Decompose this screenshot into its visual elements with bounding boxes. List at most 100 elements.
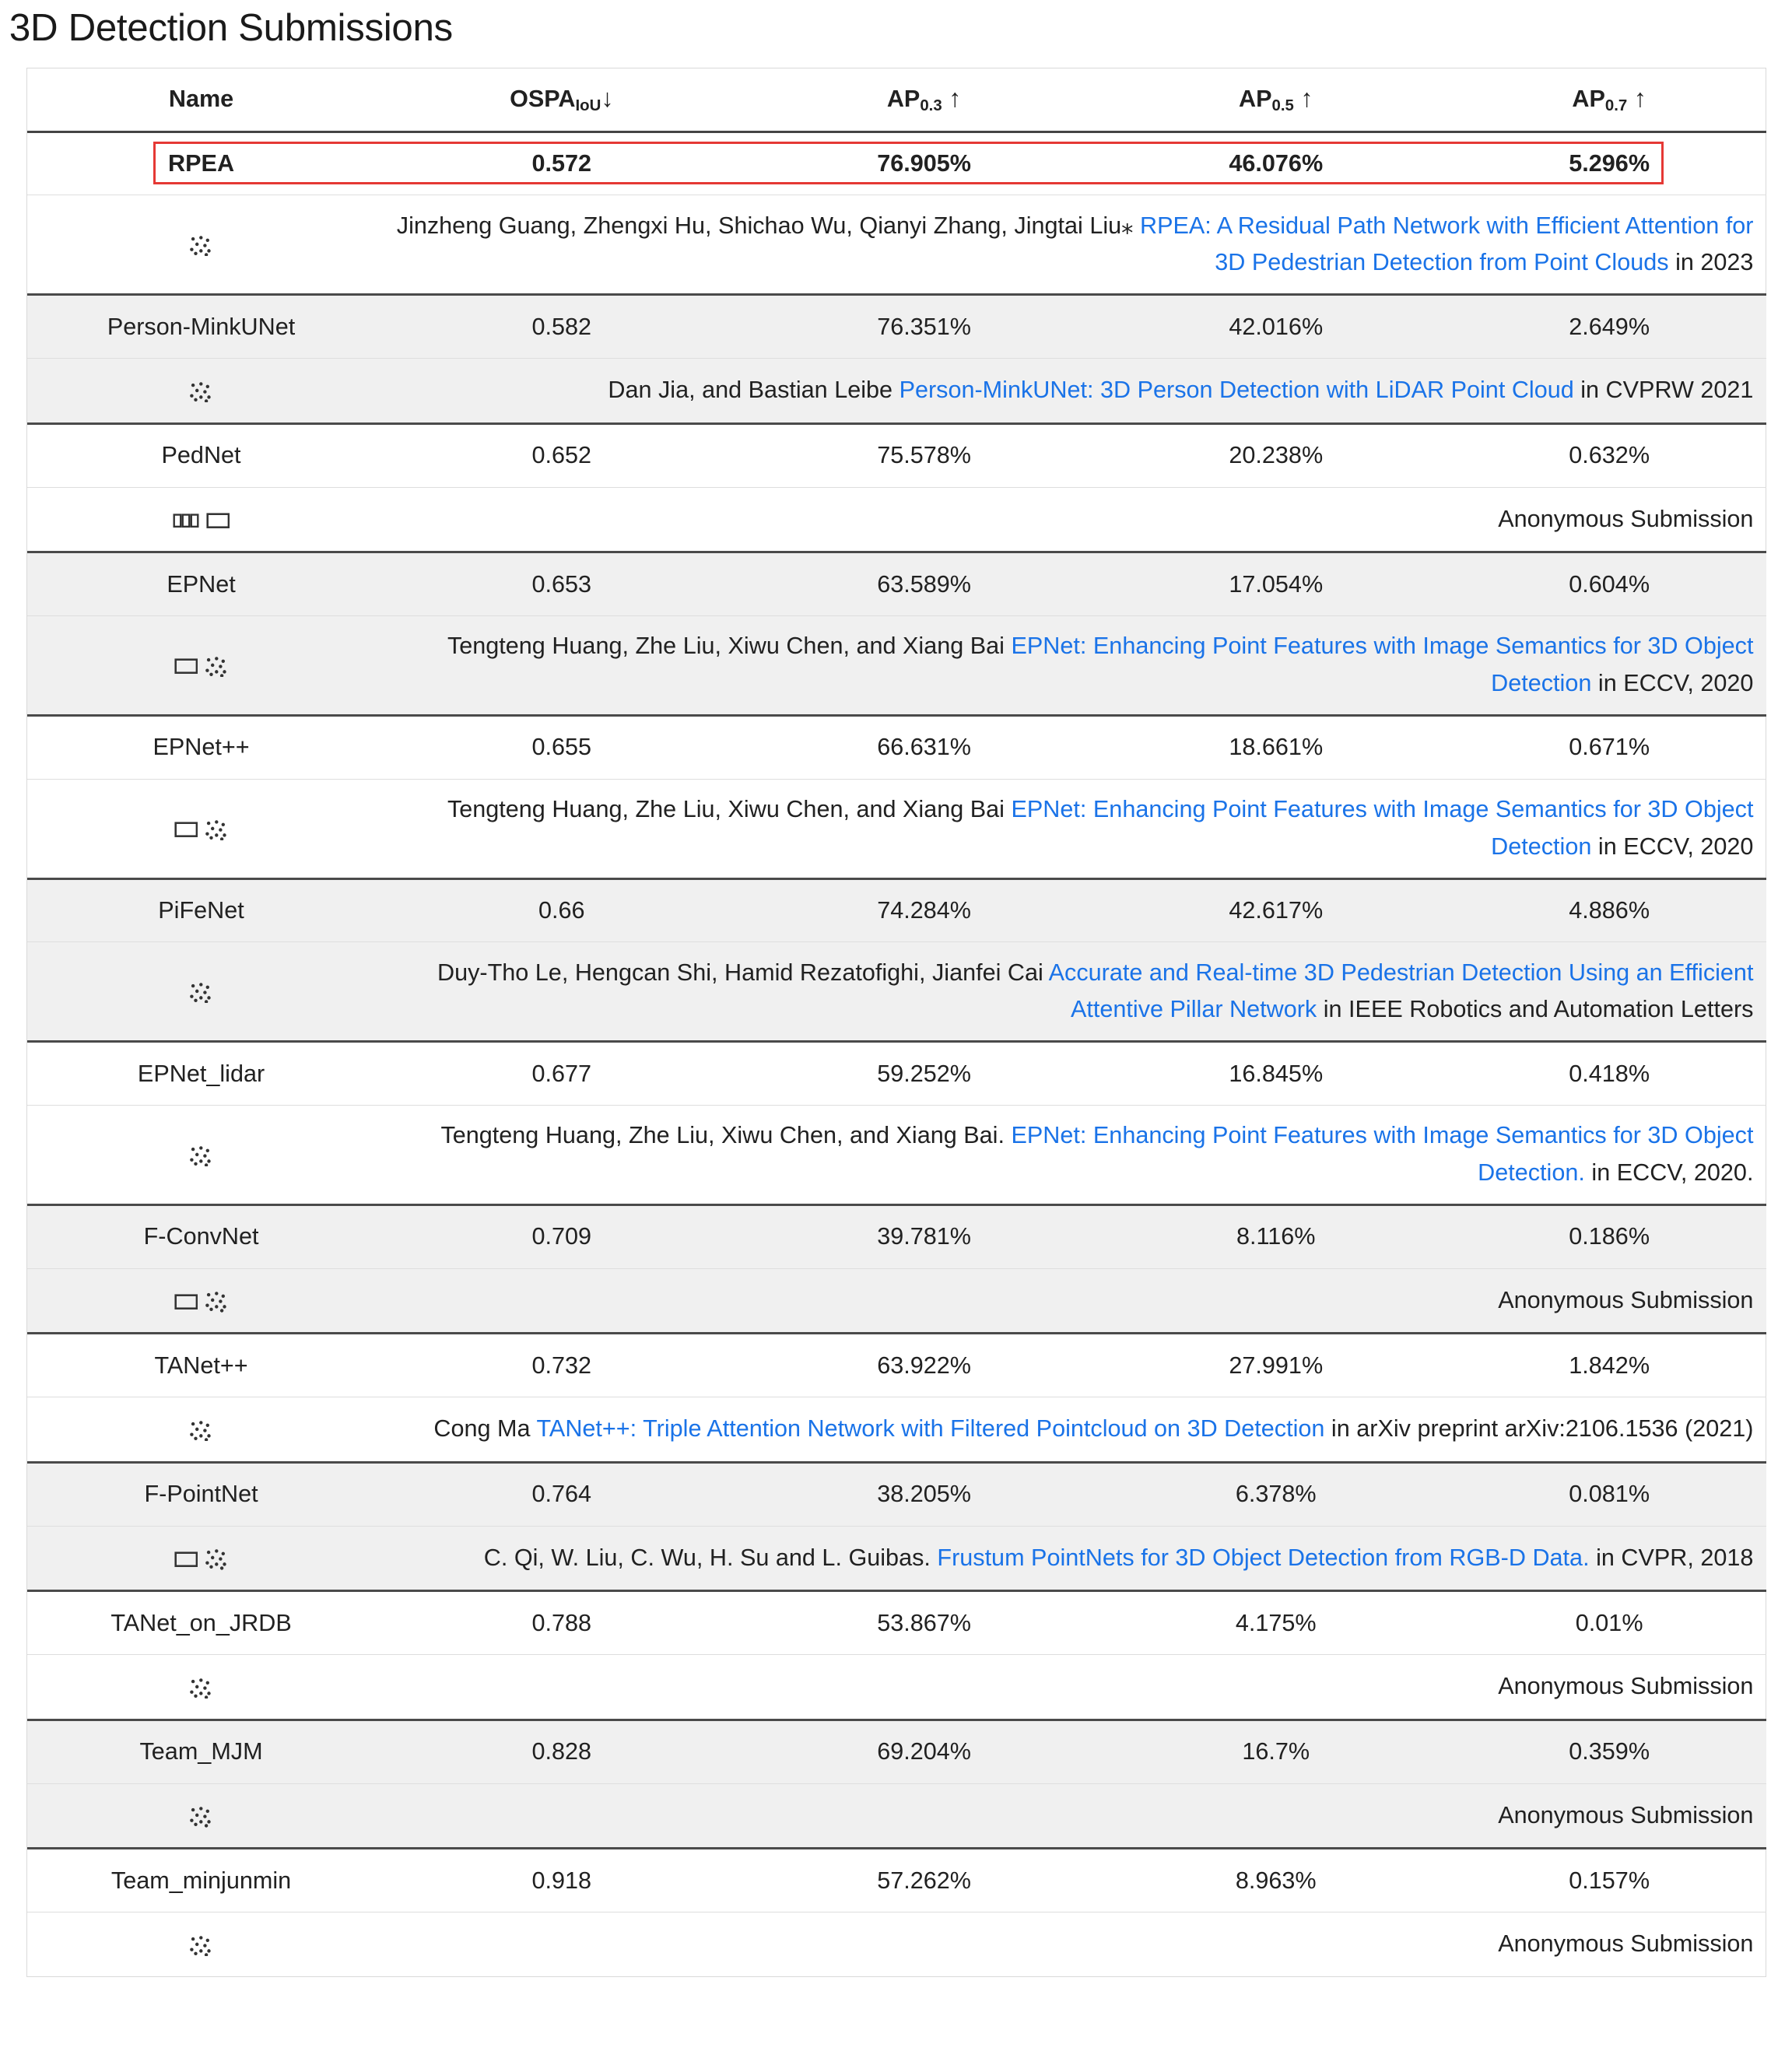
citation-row: Anonymous Submission bbox=[27, 1267, 1767, 1334]
modality-icons bbox=[189, 1678, 213, 1699]
submission-group: Person-MinkUNet 0.582 76.351% 42.016% 2.649%… bbox=[27, 293, 1767, 424]
citation-cell: Tengteng Huang, Zhe Liu, Xiwu Chen, and … bbox=[375, 1105, 1767, 1205]
metric-cell-ap03: 69.204% bbox=[748, 1718, 1100, 1784]
citation-row: Anonymous Submission bbox=[27, 486, 1767, 552]
modality-cell bbox=[27, 1105, 376, 1205]
modality-cell bbox=[27, 615, 376, 716]
citation-cell: Duy-Tho Le, Hengcan Shi, Hamid Rezatofig… bbox=[375, 941, 1767, 1042]
table-row[interactable]: PiFeNet 0.66 74.284% 42.617% 4.886% bbox=[27, 877, 1767, 942]
table-row[interactable]: EPNet_lidar 0.677 59.252% 16.845% 0.418% bbox=[27, 1040, 1767, 1106]
modality-cell bbox=[27, 1525, 376, 1591]
metric-cell-ap05: 46.076% bbox=[1229, 150, 1324, 177]
column-header-name[interactable]: Name bbox=[27, 68, 376, 133]
sort-arrow-icon: ↑ bbox=[949, 83, 962, 112]
table-row[interactable]: Team_minjunmin 0.918 57.262% 8.963% 0.157% bbox=[27, 1847, 1767, 1912]
paper-link[interactable]: TANet++: Triple Attention Network with F… bbox=[536, 1415, 1325, 1443]
paper-link[interactable]: EPNet: Enhancing Point Features with Ima… bbox=[1011, 796, 1754, 860]
metric-cell-ap05: 27.991% bbox=[1099, 1332, 1452, 1397]
image-icon bbox=[174, 658, 198, 675]
table-row[interactable]: EPNet++ 0.655 66.631% 18.661% 0.671% bbox=[27, 713, 1767, 780]
modality-cell bbox=[27, 941, 376, 1042]
metric-cell-ap03: 63.589% bbox=[748, 551, 1100, 616]
paper-link[interactable]: Accurate and Real-time 3D Pedestrian Det… bbox=[1048, 959, 1754, 1023]
metric-cell-ap05: 8.963% bbox=[1099, 1847, 1452, 1912]
table-row[interactable]: F-ConvNet 0.709 39.781% 8.116% 0.186% bbox=[27, 1203, 1767, 1269]
table-row[interactable]: PedNet 0.652 75.578% 20.238% 0.632% bbox=[27, 422, 1767, 488]
metric-cell-ap07: 2.649% bbox=[1451, 293, 1767, 359]
image-icon bbox=[174, 1294, 198, 1309]
metric-cell-ap07: 0.632% bbox=[1451, 422, 1767, 488]
metric-cell-ap05: 6.378% bbox=[1099, 1460, 1452, 1527]
metric-cell-ap03: 74.284% bbox=[748, 877, 1100, 942]
modality-cell bbox=[27, 195, 376, 295]
submission-group: TANet++ 0.732 63.922% 27.991% 1.842% Cong Ma … bbox=[27, 1332, 1767, 1463]
citation-row: Anonymous Submission bbox=[27, 1783, 1767, 1849]
metric-cell-ospa: 0.764 bbox=[375, 1460, 749, 1527]
paper-link[interactable]: RPEA: A Residual Path Network with Effic… bbox=[1139, 212, 1754, 276]
table-row[interactable]: TANet++ 0.732 63.922% 27.991% 1.842% bbox=[27, 1332, 1767, 1397]
metric-cell-ap07: 0.604% bbox=[1451, 551, 1767, 616]
leaderboard-table-container: Name OSPAIoU↓ AP0.3 ↑ AP0.5 ↑ AP0.7 ↑ RP… bbox=[26, 67, 1767, 1977]
citation-row: Tengteng Huang, Zhe Liu, Xiwu Chen, and … bbox=[27, 778, 1767, 879]
metric-cell-ospa: 0.677 bbox=[375, 1040, 749, 1106]
pointcloud-icon bbox=[190, 1678, 211, 1699]
method-name-cell: PiFeNet bbox=[27, 877, 376, 942]
method-name-cell: Team_MJM bbox=[27, 1718, 376, 1784]
table-row[interactable]: RPEA 0.572 76.905% 46.076% 5.296% bbox=[27, 131, 1766, 195]
citation-row: Anonymous Submission bbox=[27, 1654, 1767, 1720]
metric-cell-ap05: 42.016% bbox=[1099, 293, 1452, 359]
citation-cell: Cong Ma TANet++: Triple Attention Networ… bbox=[375, 1397, 1767, 1463]
modality-icons bbox=[174, 819, 229, 840]
metric-cell-ap03: 75.578% bbox=[748, 422, 1100, 488]
metric-cell-ap03: 53.867% bbox=[748, 1590, 1100, 1655]
modality-icons bbox=[174, 1291, 229, 1313]
table-row[interactable]: EPNet 0.653 63.589% 17.054% 0.604% bbox=[27, 551, 1767, 616]
pointcloud-icon bbox=[190, 1936, 211, 1957]
paper-link[interactable]: Person-MinkUNet: 3D Person Detection wit… bbox=[899, 377, 1574, 404]
paper-link[interactable]: Frustum PointNets for 3D Object Detectio… bbox=[937, 1544, 1590, 1571]
authors-text: Jinzheng Guang, Zhengxi Hu, Shichao Wu, … bbox=[396, 212, 1140, 239]
method-name-cell: Person-MinkUNet bbox=[27, 293, 376, 359]
venue-text: in CVPRW 2021 bbox=[1573, 377, 1754, 404]
metric-cell-ospa: 0.652 bbox=[375, 422, 749, 488]
citation-cell: Anonymous Submission bbox=[375, 1267, 1767, 1334]
table-row[interactable]: F-PointNet 0.764 38.205% 6.378% 0.081% bbox=[27, 1460, 1767, 1527]
table-row[interactable]: TANet_on_JRDB 0.788 53.867% 4.175% 0.01% bbox=[27, 1590, 1767, 1655]
paper-link[interactable]: EPNet: Enhancing Point Features with Ima… bbox=[1011, 1122, 1754, 1187]
method-name-cell: Team_minjunmin bbox=[27, 1847, 376, 1912]
authors-text: Tengteng Huang, Zhe Liu, Xiwu Chen, and … bbox=[447, 633, 1012, 660]
pointcloud-icon bbox=[205, 819, 226, 840]
modality-icons bbox=[189, 1145, 213, 1167]
anonymous-label: Anonymous Submission bbox=[1498, 1801, 1754, 1828]
citation-row: Dan Jia, and Bastian Leibe Person-MinkUN… bbox=[27, 358, 1767, 424]
metric-cell-ospa: 0.66 bbox=[375, 877, 749, 942]
submission-group: EPNet++ 0.655 66.631% 18.661% 0.671% Tengteng… bbox=[27, 713, 1767, 879]
citation-cell: C. Qi, W. Liu, C. Wu, H. Su and L. Guiba… bbox=[375, 1525, 1767, 1591]
anonymous-label: Anonymous Submission bbox=[1498, 1673, 1754, 1700]
venue-text: in ECCV, 2020 bbox=[1591, 833, 1754, 860]
submission-group: F-PointNet 0.764 38.205% 6.378% 0.081% C. Qi,… bbox=[27, 1460, 1767, 1591]
column-header-ap07[interactable]: AP0.7 ↑ bbox=[1451, 68, 1767, 133]
citation-cell: Tengteng Huang, Zhe Liu, Xiwu Chen, and … bbox=[375, 778, 1767, 879]
table-row[interactable]: Person-MinkUNet 0.582 76.351% 42.016% 2.649% bbox=[27, 293, 1767, 359]
pointcloud-icon bbox=[190, 1146, 211, 1167]
venue-text: in ECCV, 2020. bbox=[1584, 1159, 1754, 1187]
metric-cell-ospa: 0.653 bbox=[375, 551, 749, 616]
table-row[interactable]: Team_MJM 0.828 69.204% 16.7% 0.359% bbox=[27, 1718, 1767, 1784]
method-name-cell: TANet_on_JRDB bbox=[27, 1590, 376, 1655]
modality-cell bbox=[27, 778, 376, 879]
metric-cell-ap07: 0.157% bbox=[1451, 1847, 1767, 1912]
paper-link[interactable]: EPNet: Enhancing Point Features with Ima… bbox=[1011, 633, 1754, 696]
modality-cell bbox=[27, 486, 376, 552]
metric-cell-ap05: 8.116% bbox=[1099, 1203, 1452, 1269]
metric-cell-ospa: 0.655 bbox=[375, 713, 749, 780]
metric-cell-ap07: 0.081% bbox=[1451, 1460, 1767, 1527]
citation-cell: Dan Jia, and Bastian Leibe Person-MinkUN… bbox=[375, 358, 1767, 424]
pointcloud-icon bbox=[205, 657, 226, 678]
citation-row: Tengteng Huang, Zhe Liu, Xiwu Chen, and … bbox=[27, 1105, 1767, 1205]
column-header-ospa[interactable]: OSPAIoU↓ bbox=[375, 68, 749, 133]
column-header-ap03[interactable]: AP0.3 ↑ bbox=[748, 68, 1100, 133]
modality-icons bbox=[189, 982, 213, 1004]
metric-cell-ap03: 66.631% bbox=[748, 713, 1100, 780]
column-header-ap05[interactable]: AP0.5 ↑ bbox=[1099, 68, 1452, 133]
